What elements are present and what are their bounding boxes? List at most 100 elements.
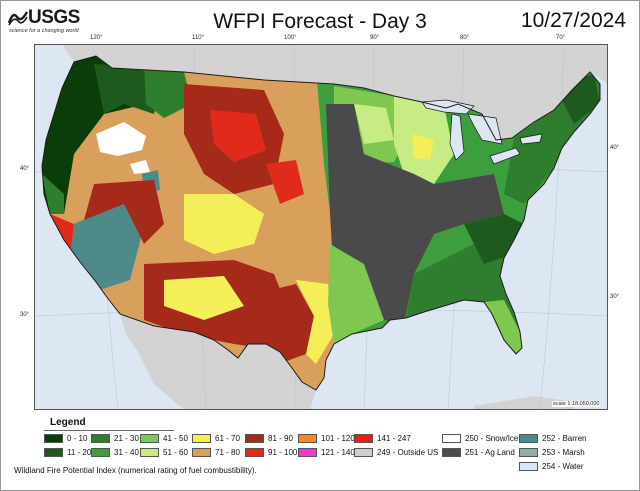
lat-label-40-left: 40° (20, 166, 30, 172)
lat-label-30-left: 30° (20, 312, 30, 318)
region-snow (96, 122, 146, 156)
legend-item: 21 - 30 (91, 433, 139, 443)
map-scale: scale 1:18,050,000 (552, 401, 601, 407)
legend-swatch (442, 447, 461, 457)
legend-label: 0 - 10 (67, 433, 88, 443)
region-barren (70, 202, 142, 292)
legend-label: 81 - 90 (268, 433, 293, 443)
legend-item: 249 - Outside US (354, 447, 438, 457)
legend-item: 61 - 70 (192, 433, 240, 443)
legend-swatch (354, 433, 373, 443)
legend-label: 51 - 60 (163, 447, 188, 457)
legend-swatch (140, 433, 159, 443)
legend-swatch (519, 461, 538, 471)
legend-swatch (354, 447, 373, 457)
region-rockies-bright (210, 110, 266, 162)
legend-label: 251 - Ag Land (465, 447, 515, 457)
region-florida (484, 300, 522, 354)
legend-item: 121 - 140 (298, 447, 355, 457)
legend-item: 11 - 20 (44, 447, 91, 457)
lat-label-30-right: 30° (610, 294, 620, 300)
lon-label-80: 80° (460, 35, 470, 41)
canada-land (34, 44, 608, 140)
legend-label: 141 - 247 (377, 433, 411, 443)
region-southwest-yellow (164, 276, 244, 320)
legend-label: 101 - 120 (321, 433, 355, 443)
legend-label: 31 - 40 (114, 447, 139, 457)
legend-label: 61 - 70 (215, 433, 240, 443)
region-colorado-yellow (184, 194, 264, 254)
map-canvas (34, 44, 608, 410)
map-border (34, 44, 608, 410)
legend-item: 81 - 90 (245, 433, 293, 443)
legend-swatch (519, 433, 538, 443)
legend-item: 101 - 120 (298, 433, 355, 443)
legend-label: 41 - 50 (163, 433, 188, 443)
legend-swatch (44, 433, 63, 443)
region-dakota-light (354, 104, 394, 144)
legend-item: 0 - 10 (44, 433, 87, 443)
region-ag-central (334, 164, 384, 214)
legend-swatch (44, 447, 63, 457)
lon-label-100: 100° (284, 35, 297, 41)
lon-label-70: 70° (556, 35, 566, 41)
legend-divider (44, 430, 174, 431)
legend-swatch (192, 447, 211, 457)
legend-item: 91 - 100 (245, 447, 297, 457)
region-greatbasin-red (84, 180, 164, 244)
legend-item: 51 - 60 (140, 447, 188, 457)
region-snow-2 (130, 160, 150, 174)
region-california (50, 214, 120, 314)
region-ag-land (326, 104, 504, 324)
region-upper-midwest-yellow (412, 134, 434, 160)
legend-item: 252 - Barren (519, 433, 586, 443)
wfpi-map (34, 44, 608, 410)
legend-title: Legend (50, 417, 86, 428)
legend-label: 253 - Marsh (542, 447, 585, 457)
legend-item: 71 - 80 (192, 447, 240, 457)
legend-label: 91 - 100 (268, 447, 298, 457)
legend-swatch (140, 447, 159, 457)
region-texas-yellow (296, 280, 334, 364)
legend-item: 251 - Ag Land (442, 447, 515, 457)
legend-swatch (298, 433, 317, 443)
logo-tagline: science for a changing world (9, 28, 79, 34)
legend-label: 254 - Water (542, 461, 584, 471)
region-california-green (42, 174, 64, 214)
legend-label: 21 - 30 (114, 433, 139, 443)
region-nrockies (144, 64, 192, 118)
cuba-land (474, 396, 574, 410)
us-outline (41, 55, 601, 391)
forecast-date: 10/27/2024 (520, 9, 626, 32)
legend-label: 121 - 140 (321, 447, 355, 457)
legend-item: 254 - Water (519, 461, 584, 471)
legend-item: 141 - 247 (354, 433, 411, 443)
region-plains-tan (264, 174, 326, 294)
usgs-logo: USGS science for a changing world (8, 6, 86, 36)
great-lakes (421, 99, 543, 165)
legend-label: 71 - 80 (215, 447, 240, 457)
page-title: WFPI Forecast - Day 3 (213, 10, 427, 33)
legend-label: 249 - Outside US (377, 447, 439, 457)
legend-swatch (91, 433, 110, 443)
legend-label: 252 - Barren (542, 433, 587, 443)
legend-swatch (192, 433, 211, 443)
legend-item: 253 - Marsh (519, 447, 585, 457)
legend-item: 31 - 40 (91, 447, 139, 457)
lon-label-120: 120° (90, 35, 103, 41)
legend-label: 250 - Snow/Ice (465, 433, 519, 443)
legend-item: 250 - Snow/Ice (442, 433, 518, 443)
legend-swatch (245, 433, 264, 443)
region-plains-red (266, 160, 304, 204)
region-south-plains-green (328, 244, 384, 344)
usgs-wave-icon (8, 11, 28, 26)
legend-label: 11 - 20 (67, 447, 92, 457)
region-texas-red (254, 284, 314, 362)
lon-label-110: 110° (192, 35, 204, 41)
footnote: Wildland Fire Potential Index (numerical… (14, 466, 257, 475)
legend-swatch (298, 447, 317, 457)
legend-swatch (519, 447, 538, 457)
mexico-land (120, 314, 316, 410)
lat-label-40-right: 40° (610, 145, 620, 151)
legend-swatch (442, 433, 461, 443)
